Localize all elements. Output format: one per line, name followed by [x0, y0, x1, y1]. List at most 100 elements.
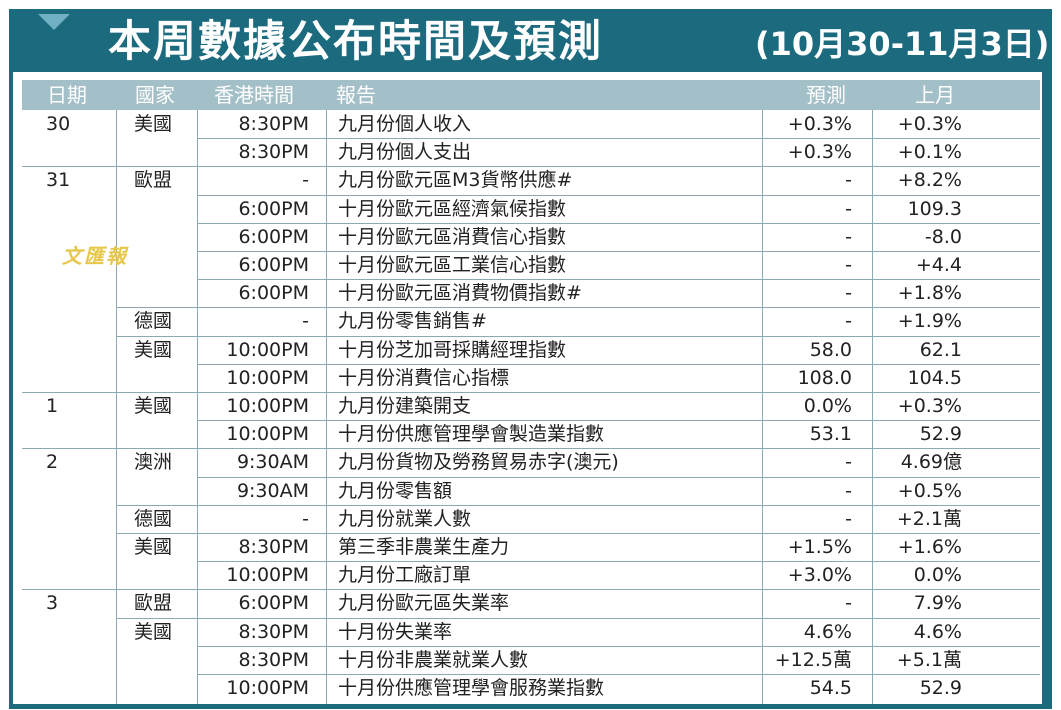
cell-country: 德國 — [134, 508, 173, 530]
column-divider — [197, 110, 198, 704]
country-group-divider — [116, 533, 1040, 534]
cell-date — [46, 674, 106, 702]
cell-time: 8:30PM — [238, 649, 309, 671]
country-group-divider — [116, 618, 1040, 619]
cell-country: 歐盟 — [134, 169, 173, 191]
cell-forecast: 108.0 — [797, 367, 852, 389]
row-divider — [197, 279, 1040, 280]
cell-country — [134, 561, 194, 589]
watermark-logo: 文匯報 — [62, 244, 128, 268]
cell-forecast: +0.3% — [787, 113, 852, 135]
cell-time: 6:00PM — [238, 254, 309, 276]
cell-report: 九月份歐元區失業率 — [338, 592, 510, 614]
cell-time: 8:30PM — [238, 536, 309, 558]
cell-previous: +2.1萬 — [896, 508, 962, 530]
date-range: (10月30-11月3日) — [755, 25, 1050, 63]
cell-forecast: - — [845, 254, 852, 276]
cell-report: 九月份個人收入 — [338, 113, 472, 135]
cell-forecast: - — [845, 480, 852, 502]
cell-country: 美國 — [134, 113, 173, 135]
cell-previous: +1.9% — [897, 310, 962, 332]
cell-previous: +5.1萬 — [896, 649, 962, 671]
cell-previous: +1.8% — [897, 282, 962, 304]
table-panel — [13, 72, 1042, 704]
cell-forecast: 4.6% — [803, 621, 852, 643]
cell-date — [46, 364, 106, 392]
cell-forecast: - — [845, 310, 852, 332]
cell-report: 十月份芝加哥採購經理指數 — [338, 339, 567, 361]
date-group-divider — [22, 448, 1040, 449]
cell-forecast: +3.0% — [787, 564, 852, 586]
date-group-divider — [22, 589, 1040, 590]
cell-date — [46, 561, 106, 589]
header-previous: 上月 — [915, 83, 955, 107]
cell-forecast: 0.0% — [803, 395, 852, 417]
cell-time: 10:00PM — [226, 677, 309, 699]
cell-date: 2 — [46, 451, 59, 473]
cell-date: 1 — [46, 395, 59, 417]
cell-report: 九月份工廠訂單 — [338, 564, 472, 586]
cell-previous: 7.9% — [913, 592, 962, 614]
cell-country — [134, 477, 194, 505]
cell-previous: +0.3% — [897, 113, 962, 135]
cell-time: 8:30PM — [238, 141, 309, 163]
cell-previous: 62.1 — [919, 339, 962, 361]
cell-time: 9:30AM — [236, 480, 309, 502]
cell-report: 十月份歐元區消費物價指數# — [338, 282, 582, 304]
cell-country: 美國 — [134, 339, 173, 361]
cell-country: 澳洲 — [134, 451, 173, 473]
cell-country — [134, 223, 194, 251]
cell-report: 九月份零售額 — [338, 480, 453, 502]
cell-report: 十月份供應管理學會服務業指數 — [338, 677, 605, 699]
header-forecast: 預測 — [806, 83, 846, 107]
cell-previous: 4.6% — [913, 621, 962, 643]
row-divider — [197, 674, 1040, 675]
cell-country — [134, 251, 194, 279]
cell-report: 九月份個人支出 — [338, 141, 472, 163]
cell-date — [46, 533, 106, 561]
cell-report: 十月份消費信心指標 — [338, 367, 510, 389]
cell-country — [134, 420, 194, 448]
cell-previous: -8.0 — [924, 226, 962, 248]
cell-time: 9:30AM — [236, 451, 309, 473]
cell-previous: +0.5% — [897, 480, 962, 502]
cell-report: 第三季非農業生產力 — [338, 536, 510, 558]
cell-time: 8:30PM — [238, 621, 309, 643]
cell-time: - — [302, 508, 309, 530]
cell-previous: +1.6% — [897, 536, 962, 558]
cell-forecast: - — [845, 508, 852, 530]
row-divider — [197, 195, 1040, 196]
cell-country: 美國 — [134, 395, 173, 417]
cell-country — [134, 674, 194, 702]
cell-previous: 109.3 — [907, 198, 962, 220]
cell-date — [46, 307, 106, 335]
cell-previous: 0.0% — [913, 564, 962, 586]
cell-forecast: 54.5 — [809, 677, 852, 699]
cell-date — [46, 138, 106, 166]
cell-forecast: - — [845, 282, 852, 304]
cell-time: - — [302, 169, 309, 191]
column-divider — [872, 110, 873, 704]
cell-previous: +0.3% — [897, 395, 962, 417]
page-title: 本周數據公布時間及預測 — [108, 17, 603, 67]
cell-date — [46, 505, 106, 533]
date-group-divider — [22, 392, 1040, 393]
cell-country — [134, 279, 194, 307]
cell-time: 10:00PM — [226, 564, 309, 586]
cell-time: - — [302, 310, 309, 332]
country-group-divider — [116, 336, 1040, 337]
data-table: 30 美國 8:30PM 九月份個人收入 +0.3% +0.3% 8:30PM 九月份個人支出… — [22, 110, 1040, 704]
cell-time: 6:00PM — [238, 592, 309, 614]
date-group-divider — [22, 166, 1040, 167]
cell-previous: 4.69億 — [900, 451, 962, 473]
cell-date — [46, 646, 106, 674]
cell-report: 九月份建築開支 — [338, 395, 472, 417]
cell-country: 美國 — [134, 621, 173, 643]
cell-previous: 52.9 — [919, 423, 962, 445]
cell-forecast: - — [845, 592, 852, 614]
column-divider — [326, 110, 327, 704]
row-divider — [197, 251, 1040, 252]
cell-country: 美國 — [134, 536, 173, 558]
header-country: 國家 — [135, 83, 175, 107]
cell-time: 10:00PM — [226, 395, 309, 417]
